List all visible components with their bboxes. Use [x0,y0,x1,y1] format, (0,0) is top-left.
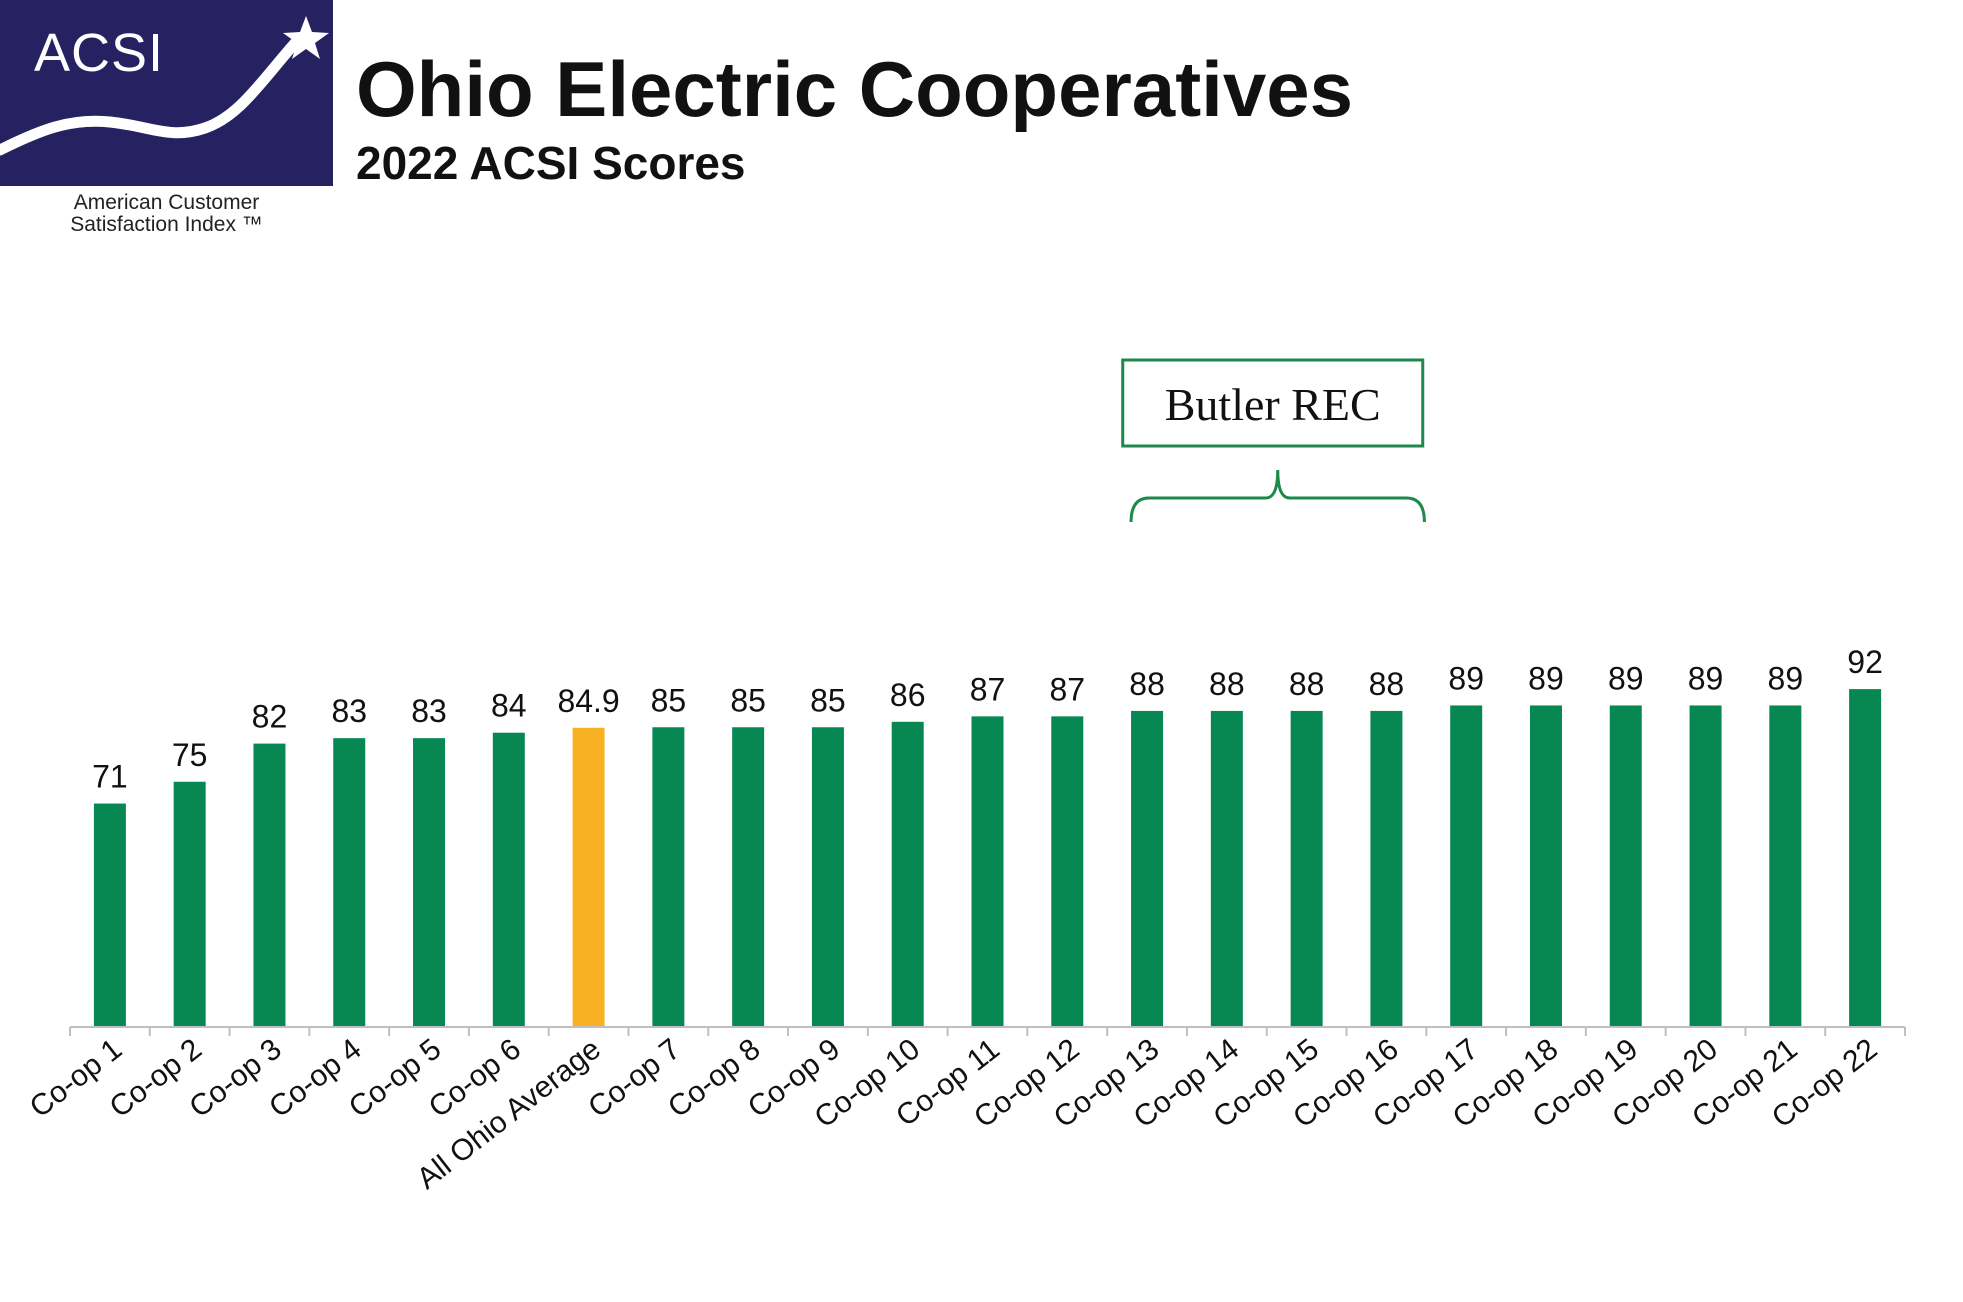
callout-label: Butler REC [1165,379,1381,430]
acsi-logo: ACSI [0,0,333,186]
bar [1769,705,1802,1027]
value-label: 88 [1369,666,1405,702]
bar [173,781,206,1027]
bar [1131,710,1164,1027]
bar-average [572,727,605,1027]
bar [93,803,126,1027]
bar [413,738,446,1027]
bar [1210,710,1243,1027]
value-label: 85 [810,682,846,718]
bar [333,738,366,1027]
butler-rec-callout: Butler REC [1121,358,1426,523]
logo-caption-line2: Satisfaction Index ™ [70,213,263,236]
bar [1290,710,1323,1027]
value-label: 85 [651,682,687,718]
value-label: 92 [1847,644,1883,680]
callout-box [1121,358,1425,448]
bar [891,721,924,1027]
value-label: 83 [411,693,447,729]
chart-subtitle: 2022 ACSI Scores [356,137,746,189]
value-label: 84.9 [557,683,619,719]
bar [732,727,765,1027]
value-label: 89 [1528,660,1564,696]
value-label: 89 [1688,660,1724,696]
callout-bracket [1129,469,1426,523]
value-label: 71 [92,759,128,795]
bar [1051,716,1084,1027]
logo-swoosh-star-icon [0,16,329,156]
bar [1370,710,1403,1027]
value-label: 82 [252,699,288,735]
value-label: 85 [730,682,766,718]
bar [1529,705,1562,1027]
value-label: 89 [1448,660,1484,696]
bar [253,743,286,1027]
value-label: 88 [1129,666,1165,702]
bar [1849,689,1882,1027]
bar [1689,705,1722,1027]
value-label: 88 [1209,666,1245,702]
logo-wordmark: ACSI [34,23,165,83]
bar [492,732,525,1027]
value-label: 87 [970,671,1006,707]
value-label: 88 [1289,666,1325,702]
bar [811,727,844,1027]
bar [1450,705,1483,1027]
bars-group: 71 75 82 83 83 84 84.9 85 85 85 86 87 87 88 88 88 88 89 89… [92,644,1883,1027]
value-label: 89 [1768,660,1804,696]
value-label: 89 [1608,660,1644,696]
bar [971,716,1004,1027]
bar [652,727,685,1027]
value-label: 84 [491,688,527,724]
x-axis: Co-op 1Co-op 2Co-op 3Co-op 4Co-op 5Co-op… [24,1026,1906,1196]
logo-caption-line1: American Customer [73,191,260,214]
value-label: 87 [1049,671,1085,707]
bar [1609,705,1642,1027]
value-label: 83 [331,693,367,729]
logo-caption: American Customer Satisfaction Index ™ [0,192,333,236]
value-label: 86 [890,677,926,713]
value-label: 75 [172,737,208,773]
chart-title: Ohio Electric Cooperatives [356,45,1353,133]
